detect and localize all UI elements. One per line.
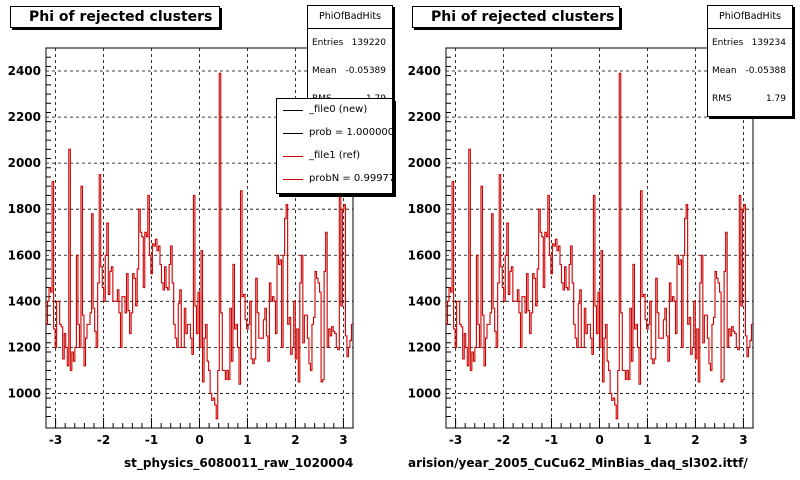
plot-frame — [445, 47, 754, 429]
y-tick-label: 1800 — [408, 202, 441, 216]
x-tick-label: -2 — [97, 433, 110, 447]
stats-row: Entries 139234 — [708, 29, 792, 57]
stats-box: PhiOfBadHits Entries 139220 Mean -0.0538… — [307, 5, 393, 117]
x-tick-label: -2 — [497, 433, 510, 447]
y-tick-label: 1000 — [8, 386, 41, 400]
stats-value: 1.79 — [765, 94, 786, 104]
stats-value: 139234 — [751, 38, 786, 48]
y-tick-label: 2000 — [408, 156, 441, 170]
x-tick-label: 1 — [243, 433, 251, 447]
x-tick-label: -1 — [545, 433, 558, 447]
x-tick-label: 1 — [643, 433, 651, 447]
stats-label: Mean — [712, 66, 737, 76]
chart-title: Phi of rejected clusters — [10, 6, 220, 28]
stats-label: Mean — [312, 66, 337, 76]
legend-entry: probN = 0.999773 — [277, 168, 392, 191]
legend-entry: _file0 (new) — [277, 99, 392, 122]
x-tick-label: 0 — [195, 433, 203, 447]
x-axis-title: arision/year_2005_CuCu62_MinBias_daq_sl3… — [408, 456, 748, 470]
legend-label: probN = 0.999773 — [309, 173, 393, 184]
stats-name: PhiOfBadHits — [708, 6, 792, 29]
x-axis-title: st_physics_6080011_raw_1020004 — [124, 456, 354, 470]
y-tick-label: 1400 — [8, 294, 41, 308]
legend-entry: _file1 (ref) — [277, 145, 392, 168]
y-tick-label: 1200 — [408, 340, 441, 354]
y-tick-label: 2400 — [408, 64, 441, 78]
y-tick-label: 1000 — [408, 386, 441, 400]
y-tick-label: 1600 — [408, 248, 441, 262]
stats-label: Entries — [312, 38, 344, 48]
legend-label: _file0 (new) — [309, 104, 368, 115]
legend-swatch — [283, 110, 303, 111]
stats-label: Entries — [712, 38, 744, 48]
stats-name: PhiOfBadHits — [308, 6, 392, 29]
stats-value: -0.05388 — [745, 66, 786, 76]
right-histogram-canvas: -3 -2 -1 0 1 2 3 1000 1200 1400 1600 1800 2000 2200 24… — [400, 0, 800, 480]
stats-label: RMS — [712, 94, 732, 104]
x-tick-label: 2 — [291, 433, 299, 447]
histogram-series — [46, 72, 353, 420]
chart-title: Phi of rejected clusters — [412, 6, 620, 28]
y-tick-label: 2400 — [8, 64, 41, 78]
histogram-series — [446, 72, 753, 420]
legend-swatch — [283, 133, 303, 134]
x-tick-label: -3 — [49, 433, 62, 447]
legend-entry: prob = 1.000000 — [277, 122, 392, 145]
stats-row: Entries 139220 — [308, 29, 392, 57]
y-tick-label: 1600 — [8, 248, 41, 262]
y-tick-label: 1800 — [8, 202, 41, 216]
stats-value: -0.05389 — [345, 66, 386, 76]
legend-label: _file1 (ref) — [309, 150, 361, 161]
legend-swatch — [283, 179, 303, 180]
y-tick-label: 2200 — [408, 110, 441, 124]
x-tick-label: 3 — [339, 433, 347, 447]
right-histogram-plot: -3 -2 -1 0 1 2 3 1000 1200 1400 1600 1800 2000 2200 24… — [408, 47, 754, 447]
stats-box: PhiOfBadHits Entries 139234 Mean -0.0538… — [707, 5, 793, 117]
legend: _file0 (new) prob = 1.000000 _file1 (ref… — [276, 98, 393, 194]
x-tick-label: 2 — [691, 433, 699, 447]
legend-label: prob = 1.000000 — [309, 127, 393, 138]
stats-row: RMS 1.79 — [708, 85, 792, 113]
legend-swatch — [283, 156, 303, 157]
left-histogram-canvas: -3 -2 -1 0 1 2 3 1000 1200 1400 1600 1800 2000 2200 24… — [8, 5, 393, 470]
x-tick-label: 3 — [739, 433, 747, 447]
x-tick-label: 0 — [595, 433, 603, 447]
y-tick-label: 1400 — [408, 294, 441, 308]
stats-row: Mean -0.05388 — [708, 57, 792, 85]
y-tick-label: 1200 — [8, 340, 41, 354]
x-tick-label: -1 — [145, 433, 158, 447]
stats-value: 139220 — [351, 38, 386, 48]
y-tick-label: 2000 — [8, 156, 41, 170]
stats-row: Mean -0.05389 — [308, 57, 392, 85]
y-tick-label: 2200 — [8, 110, 41, 124]
x-tick-label: -3 — [449, 433, 462, 447]
